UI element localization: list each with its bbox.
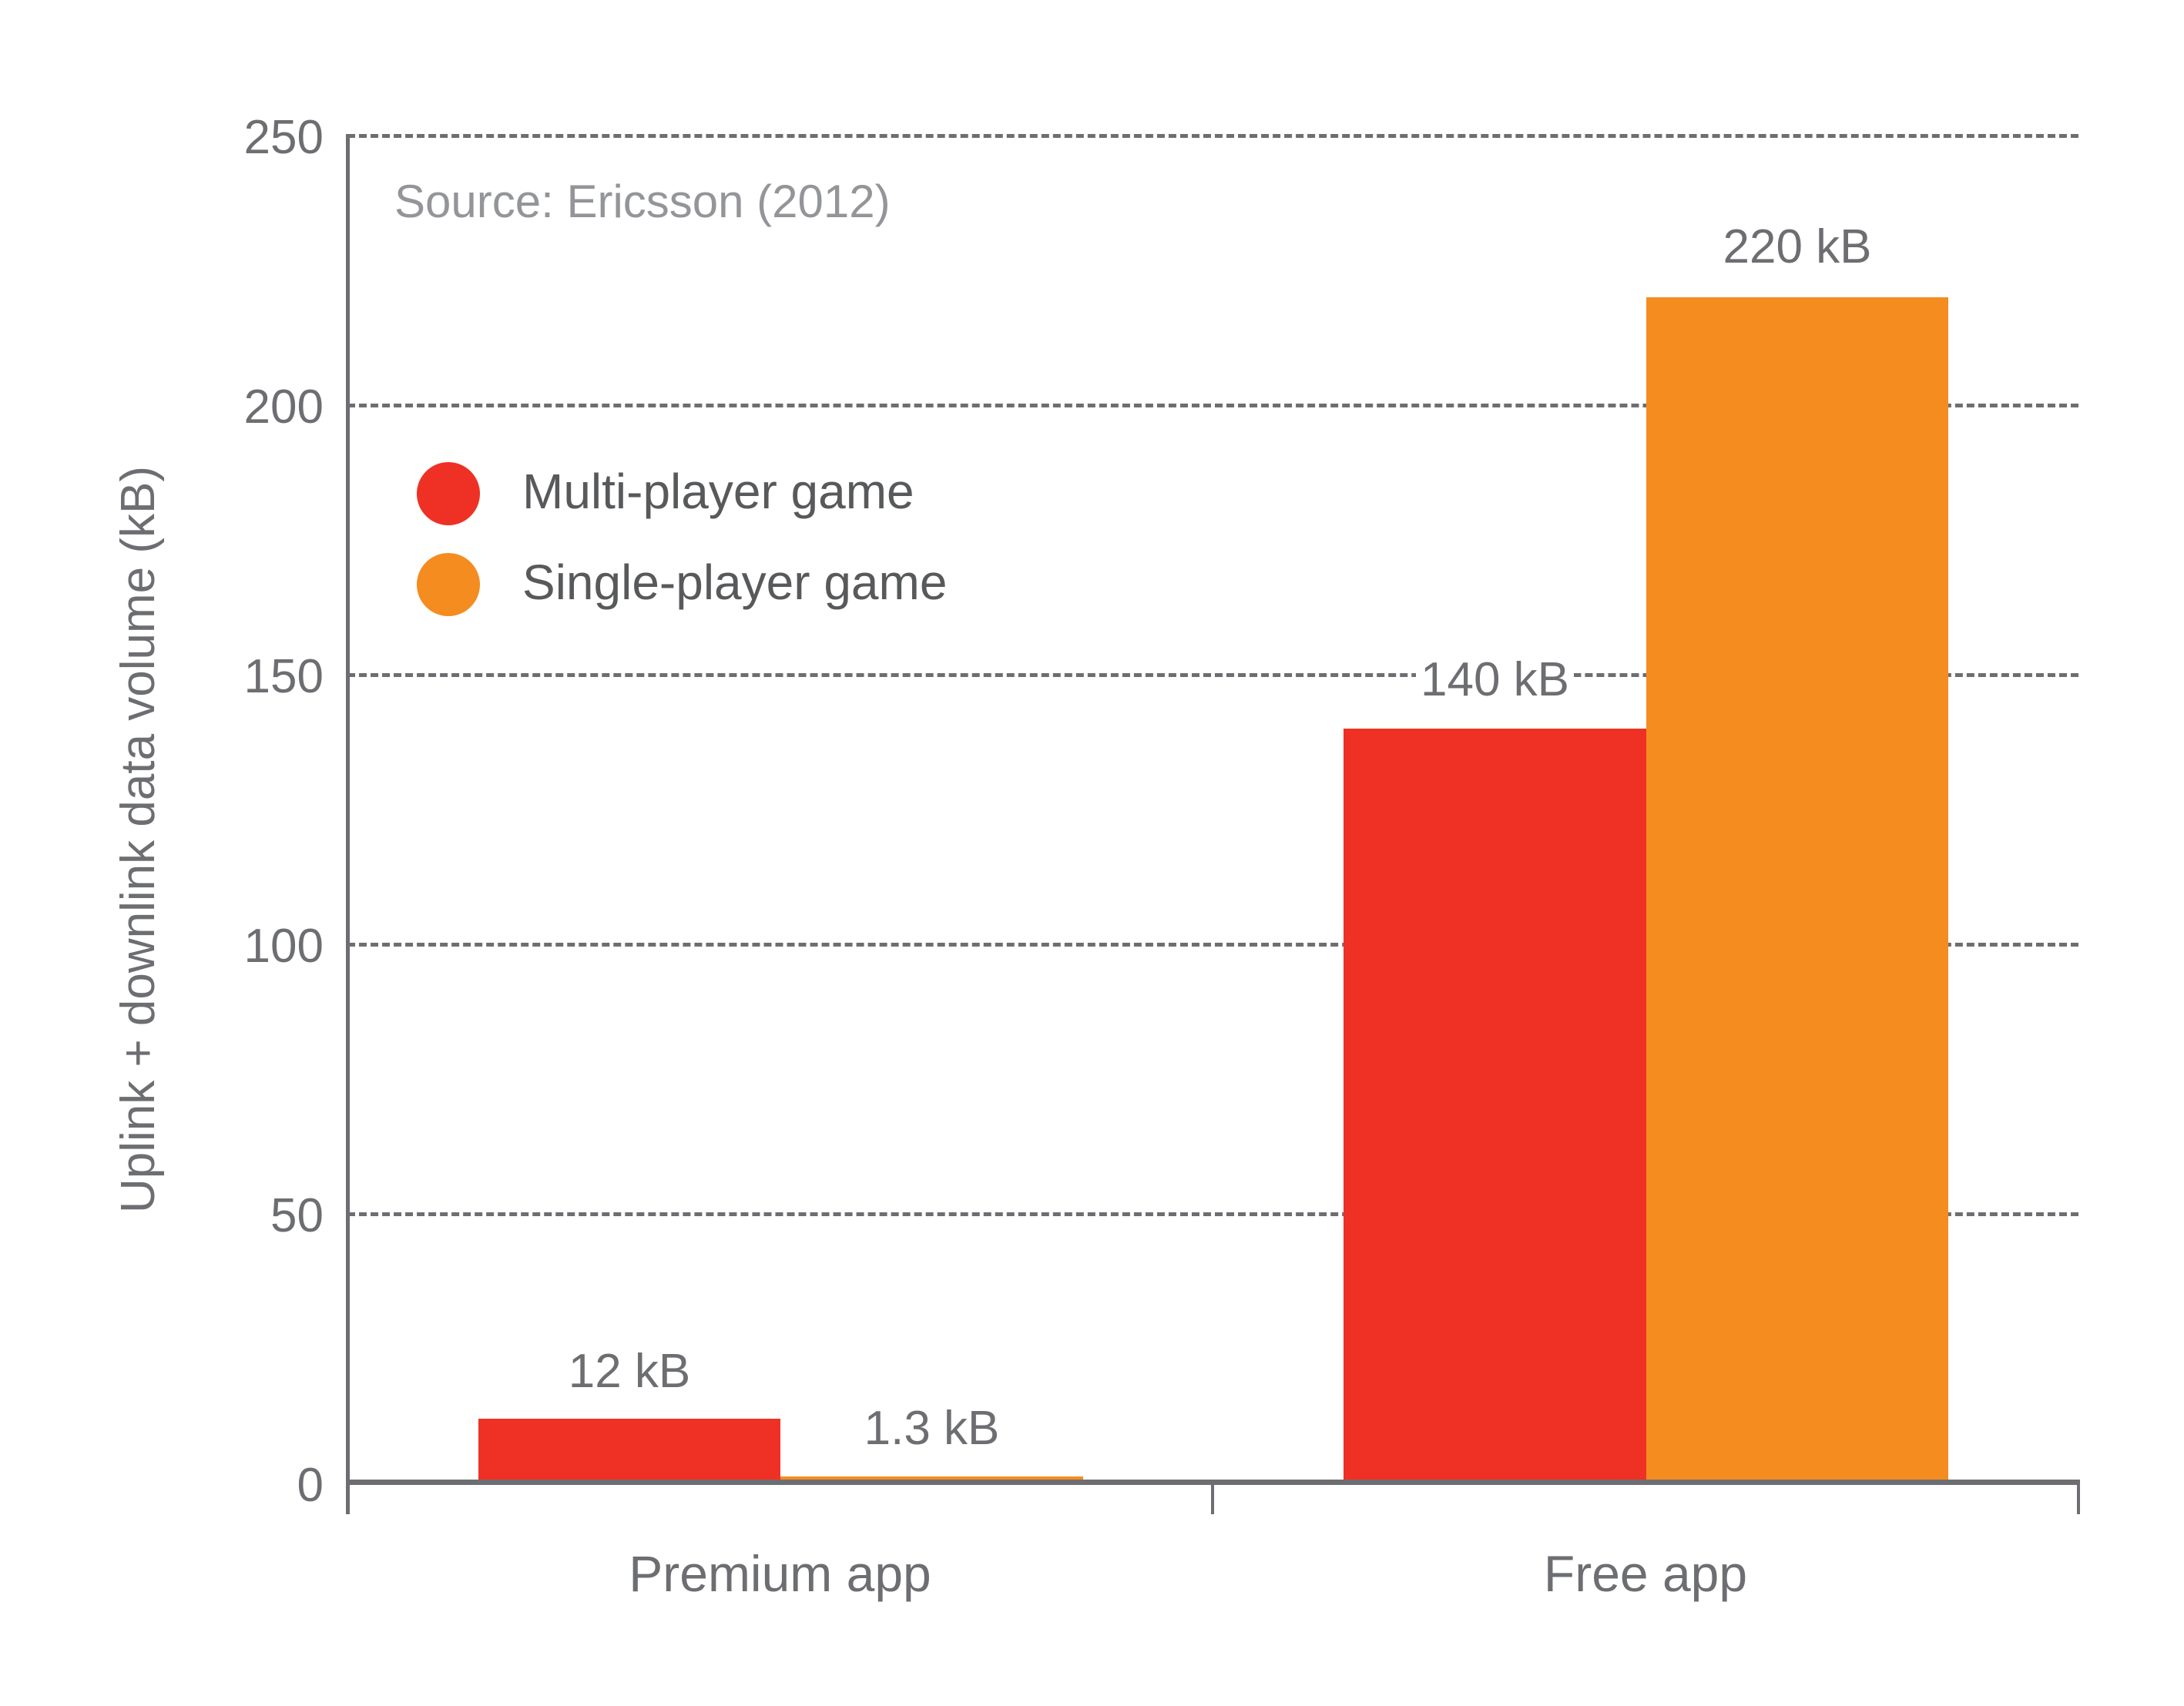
x-tick-right	[2077, 1483, 2080, 1514]
gridline-150	[347, 673, 2078, 677]
x-category-free-app: Free app	[1543, 1545, 1748, 1602]
legend-multi-player-swatch-icon	[417, 462, 480, 525]
y-tick-50: 50	[270, 1189, 324, 1242]
gridline-250	[347, 134, 2078, 138]
bar-premium-multi-player	[478, 1419, 780, 1483]
value-label-premium-single: 1.3 kB	[864, 1402, 1000, 1455]
y-tick-200: 200	[243, 380, 324, 434]
gridline-100	[347, 943, 2078, 947]
bar-free-multi-player	[1344, 729, 1646, 1483]
x-axis-line	[347, 1480, 2080, 1485]
y-tick-250: 250	[243, 111, 324, 164]
value-label-free-single: 220 kB	[1723, 220, 1872, 273]
value-label-free-multi: 140 kB	[1344, 653, 1646, 706]
y-axis-line	[346, 134, 350, 1514]
value-label-free-multi-text: 140 kB	[1415, 653, 1575, 706]
bar-free-single-player	[1646, 297, 1948, 1483]
gridline-50	[347, 1212, 2078, 1216]
x-tick-middle	[1211, 1483, 1214, 1514]
y-axis-title: Uplink + downlink data volume (kB)	[112, 465, 165, 1214]
x-category-premium-app: Premium app	[629, 1545, 931, 1602]
value-label-premium-multi: 12 kB	[568, 1345, 691, 1398]
y-tick-100: 100	[243, 920, 324, 973]
x-tick-left	[346, 1483, 349, 1514]
y-tick-150: 150	[243, 650, 324, 703]
source-annotation: Source: Ericsson (2012)	[394, 176, 891, 227]
gridline-200	[347, 404, 2078, 407]
legend-single-player-label: Single-player game	[522, 555, 948, 610]
legend-single-player-swatch-icon	[417, 553, 480, 616]
y-tick-0: 0	[297, 1459, 324, 1512]
legend-multi-player-label: Multi-player game	[522, 464, 914, 519]
